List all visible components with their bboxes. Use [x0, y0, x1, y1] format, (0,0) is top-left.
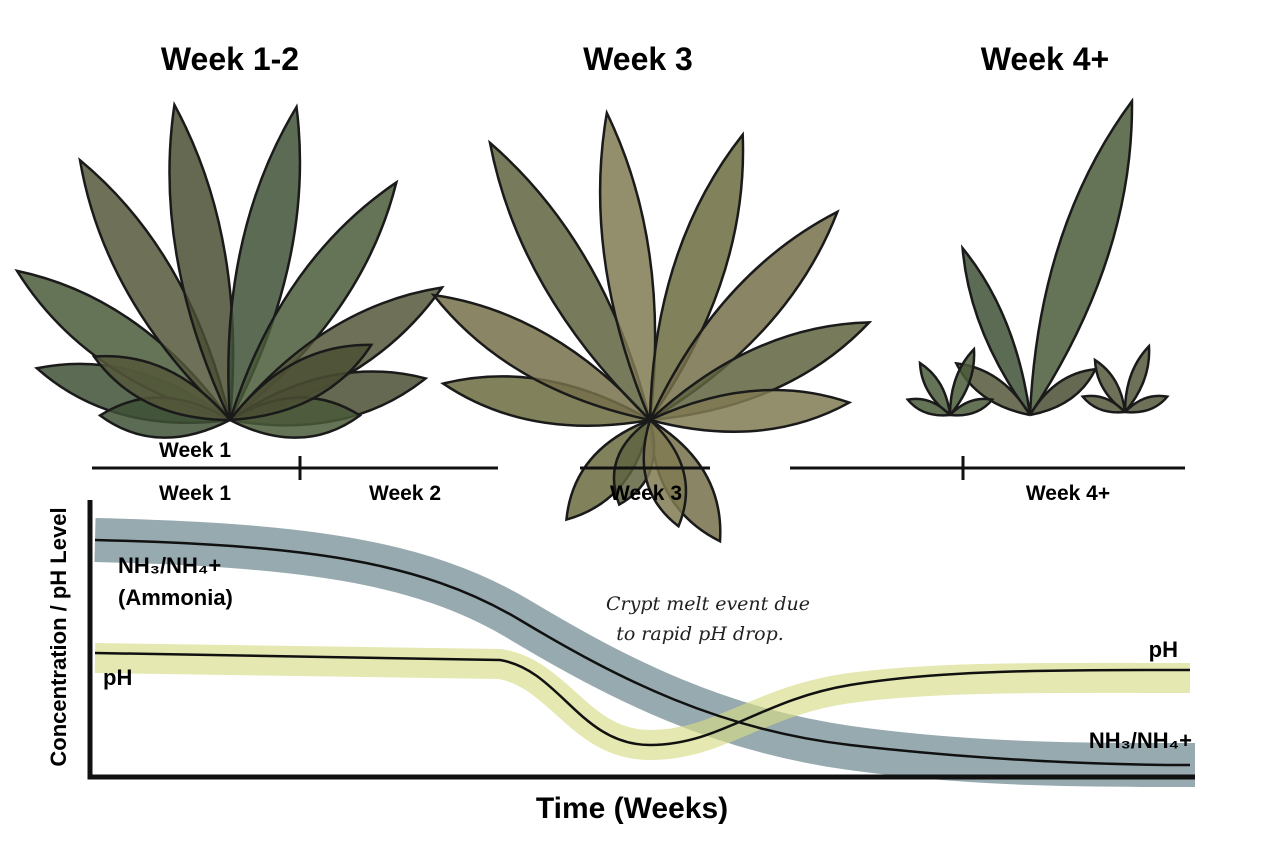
annotation: Crypt melt event due [606, 593, 810, 615]
leaf [91, 354, 231, 422]
series-label: (Ammonia) [118, 585, 233, 610]
x-axis-label: Time (Weeks) [536, 792, 728, 825]
timeline-label: Week 4+ [1026, 482, 1110, 505]
series-label: NH₃/NH₄+ [118, 553, 221, 578]
leaf [1123, 343, 1151, 413]
timeline-label: Week 3 [610, 482, 682, 505]
leaf [229, 343, 374, 422]
leaf [948, 346, 976, 416]
leaf [954, 361, 1032, 417]
plant-illustrations [14, 97, 1170, 544]
stage-title: Week 1-2 [161, 41, 299, 77]
ph-curve [94, 651, 1191, 747]
leaf [1080, 394, 1126, 414]
annotation: to rapid pH drop. [616, 623, 784, 645]
leaf [642, 419, 688, 529]
timeline-label: Week 1 [159, 439, 231, 462]
leaf [430, 293, 651, 422]
leaf [649, 388, 853, 433]
timeline [92, 456, 1185, 480]
series-label: pH [1149, 637, 1178, 662]
axes [87, 500, 1195, 780]
stage-title: Week 4+ [981, 41, 1109, 77]
leaf [918, 360, 952, 416]
timeline-label: Week 2 [369, 482, 441, 505]
leaf [1028, 97, 1134, 416]
leaf [960, 244, 1032, 416]
leaf [905, 397, 951, 417]
y-axis-label: Concentration / pH Level [46, 507, 71, 766]
leaf [598, 108, 657, 421]
leaf [1124, 394, 1170, 414]
series-label: pH [103, 665, 132, 690]
leaf [1093, 357, 1127, 413]
ammonia-curve [94, 538, 1191, 767]
leaf [949, 397, 995, 417]
timeline-label: Week 1 [159, 482, 231, 505]
stage-title: Week 3 [583, 41, 693, 77]
series-label: NH₃/NH₄+ [1089, 728, 1192, 753]
